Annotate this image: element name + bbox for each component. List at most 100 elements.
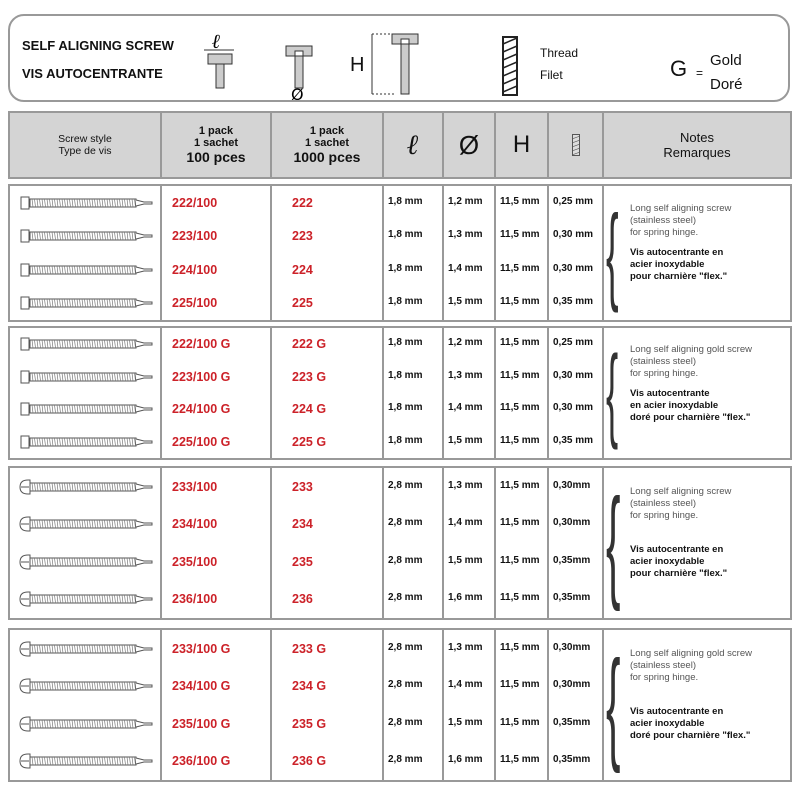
height-value: 11,5 mm (500, 337, 540, 349)
ref-1000: 224 G (292, 402, 327, 417)
ref-100: 235/100 G (172, 716, 231, 731)
length-value: 2,8 mm (388, 554, 423, 566)
height-value: 11,5 mm (500, 479, 540, 491)
column-divider (382, 186, 442, 320)
notes-line: (stainless steel) (630, 214, 696, 226)
column-divider (442, 328, 494, 458)
ref-100: 222/100 (172, 195, 218, 210)
head-length-icon: ℓ (204, 32, 234, 89)
thread-fr: Filet (540, 68, 563, 82)
notes-french: Vis autocentrante en acier inoxydable pour… (630, 544, 731, 580)
thread-value: 0,30mm (553, 479, 591, 491)
notes-line: (stainless steel) (630, 660, 696, 672)
svg-text:ℓ: ℓ (212, 32, 221, 53)
thread-value: 0,35 mm (553, 434, 594, 446)
brace-icon: { (606, 335, 619, 451)
thread-icon (571, 134, 580, 156)
group-notes: Long self aligning screw (stainless steel… (630, 203, 731, 283)
thread-value: 0,35mm (553, 754, 591, 766)
notes-english: Long self aligning gold screw (stainless … (630, 648, 752, 684)
screw-style-fr: Type de vis (58, 145, 112, 157)
length-value: 1,8 mm (388, 229, 423, 241)
height-value: 11,5 mm (500, 641, 540, 653)
screw-icon (20, 263, 153, 277)
length-value: 1,8 mm (388, 434, 423, 446)
diameter-value: 1,3 mm (448, 479, 483, 491)
notes-line: (stainless steel) (630, 356, 696, 368)
notes-line: for spring hinge. (630, 226, 699, 238)
column-divider (494, 328, 547, 458)
column-divider (494, 468, 547, 618)
height-value: 11,5 mm (500, 716, 540, 728)
col-length: ℓ (382, 113, 442, 177)
ref-1000: 225 G (292, 434, 327, 449)
ref-100: 224/100 (172, 262, 218, 277)
pack-line2: 1 sachet (193, 137, 239, 149)
screw-icon (19, 678, 153, 694)
notes-french: Vis autocentrante en acier inoxydable doré… (630, 706, 752, 742)
notes-line: doré pour charnière "flex." (630, 730, 751, 742)
diameter-value: 1,2 mm (448, 195, 483, 207)
notes-line: Long self aligning gold screw (630, 648, 752, 660)
column-divider (494, 630, 547, 780)
pack-line1: 1 pack (198, 125, 234, 137)
thread-icon (502, 36, 518, 96)
ref-1000: 224 (292, 262, 313, 277)
screw-icon (20, 402, 153, 416)
ref-1000: 223 (292, 229, 313, 244)
ref-1000: 233 (292, 479, 313, 494)
col-thread (547, 113, 602, 177)
ref-100: 234/100 (172, 517, 218, 532)
diameter-icon: Ø (285, 45, 313, 100)
pack-line2: 1 sachet (304, 137, 350, 149)
height-value: 11,5 mm (500, 517, 540, 529)
column-divider (382, 630, 442, 780)
ref-1000: 233 G (292, 641, 327, 656)
length-value: 2,8 mm (388, 754, 423, 766)
product-group: 222/100 G 222 G 1,8 mm 1,2 mm 11,5 mm 0,25 mm… (8, 326, 792, 460)
col-screw-style: Screw style Type de vis (10, 113, 160, 177)
ref-100: 223/100 G (172, 369, 231, 384)
notes-line: doré pour charnière "flex." (630, 412, 751, 424)
diameter-value: 1,3 mm (448, 369, 483, 381)
thread-value: 0,25 mm (553, 195, 594, 207)
column-divider (160, 468, 270, 618)
height-value: 11,5 mm (500, 754, 540, 766)
diameter-value: 1,3 mm (448, 229, 483, 241)
legend-title-fr: VIS AUTOCENTRANTE (22, 66, 163, 81)
thread-value: 0,30 mm (553, 369, 594, 381)
length-value: 1,8 mm (388, 262, 423, 274)
ref-1000: 235 G (292, 716, 327, 731)
height-value: 11,5 mm (500, 262, 540, 274)
column-divider (547, 630, 602, 780)
height-value: 11,5 mm (500, 592, 540, 604)
length-value: 2,8 mm (388, 716, 423, 728)
length-value: 2,8 mm (388, 592, 423, 604)
screw-icon (19, 591, 153, 607)
column-divider (602, 468, 790, 618)
thread-value: 0,30 mm (553, 402, 594, 414)
thread-value: 0,35mm (553, 554, 591, 566)
screw-icon (19, 479, 153, 495)
ref-1000: 236 (292, 592, 313, 607)
product-group: 233/100 233 2,8 mm 1,3 mm 11,5 mm 0,30mm 234/1… (8, 466, 792, 620)
pack-1000: 1000 pces (293, 149, 361, 165)
col-pack-1000: 1 pack 1 sachet 1000 pces (270, 113, 382, 177)
notes-english: Long self aligning screw (stainless steel… (630, 203, 731, 239)
screw-icon (19, 753, 153, 769)
height-value: 11,5 mm (500, 679, 540, 691)
thread-en: Thread (540, 46, 579, 60)
thread-value: 0,30mm (553, 641, 591, 653)
screw-icon (19, 716, 153, 732)
ref-100: 236/100 (172, 592, 218, 607)
column-divider (442, 468, 494, 618)
column-divider (602, 328, 790, 458)
gold-letter: G (670, 56, 688, 81)
screw-icon (20, 370, 153, 384)
screw-style-en: Screw style (58, 133, 112, 145)
column-divider (270, 468, 382, 618)
thread-value: 0,25 mm (553, 337, 594, 349)
ref-1000: 235 (292, 554, 313, 569)
height-label: H (350, 54, 365, 76)
diameter-value: 1,6 mm (448, 754, 483, 766)
